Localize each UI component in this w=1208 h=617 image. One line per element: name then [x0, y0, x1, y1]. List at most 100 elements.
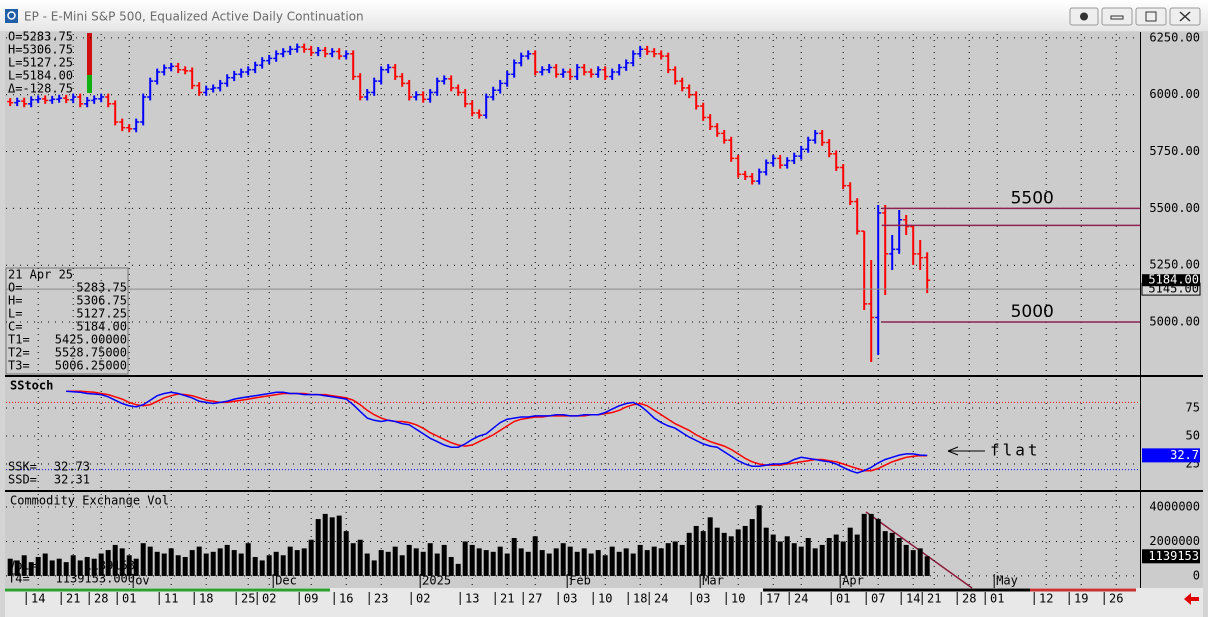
- info-key: T1=: [8, 333, 30, 347]
- volume-bar: [357, 539, 363, 576]
- volume-bar: [238, 553, 244, 576]
- y-tick-label: 5250.00: [1149, 258, 1200, 272]
- volume-bar: [511, 538, 517, 576]
- month-label: ov: [135, 574, 149, 588]
- volume-bar: [798, 546, 804, 576]
- volume-bar: [427, 543, 433, 576]
- volume-bar: [420, 551, 426, 576]
- x-tick-label: 14: [906, 592, 920, 606]
- x-tick-label: 02: [262, 592, 276, 606]
- volume-bar: [231, 550, 237, 576]
- volume-bar: [217, 548, 223, 576]
- volume-bar: [434, 553, 440, 576]
- header-line: L=5127.25: [8, 56, 73, 70]
- info-value: 5283.75: [76, 281, 127, 295]
- y-tick-label: 0: [1193, 568, 1200, 582]
- panel-title: SStoch: [10, 379, 53, 393]
- y-tick-label: 6000.00: [1149, 87, 1200, 101]
- scroll-arrow[interactable]: [1184, 593, 1199, 605]
- x-tick-label: 25: [241, 592, 255, 606]
- volume-bar: [546, 553, 552, 576]
- volume-bar: [350, 543, 356, 576]
- volume-bar: [826, 538, 832, 576]
- volume-bar: [448, 556, 454, 576]
- volume-bar: [322, 513, 328, 576]
- volume-bar: [14, 560, 20, 576]
- month-label: Apr: [842, 574, 864, 588]
- volume-bar: [301, 548, 307, 576]
- close-glyph: [1179, 11, 1191, 22]
- volume-bar: [42, 553, 48, 576]
- info-value: 5184.00: [76, 320, 127, 334]
- month-label: May: [996, 574, 1018, 588]
- level-label: 5500: [1011, 188, 1054, 208]
- info-value: 5127.25: [76, 307, 127, 321]
- volume-bar: [252, 556, 258, 576]
- volume-bar: [833, 534, 839, 576]
- volume-bar: [168, 548, 174, 576]
- volume-bar: [917, 548, 923, 576]
- volume-bar: [119, 548, 125, 576]
- volume-bar: [210, 551, 216, 576]
- x-tick-label: 02: [416, 592, 430, 606]
- x-tick-label: 21: [66, 592, 80, 606]
- volume-bar: [910, 550, 916, 576]
- x-tick-label: 18: [633, 592, 647, 606]
- header-line: Δ=-128.75: [8, 82, 73, 96]
- x-tick-label: 26: [1109, 592, 1123, 606]
- y-tick-label: 2000000: [1149, 534, 1200, 548]
- info-box: [5, 267, 129, 375]
- volume-bar: [700, 531, 706, 576]
- restore-button[interactable]: [1135, 7, 1167, 26]
- volume-bar: [882, 531, 888, 576]
- volume-bar: [469, 544, 475, 576]
- legend-value: 32.31: [54, 473, 90, 487]
- volume-bar: [581, 548, 587, 576]
- last-box: [1142, 274, 1200, 287]
- info-value: 5306.75: [76, 294, 127, 308]
- x-tick-label: 28: [94, 592, 108, 606]
- volume-bar: [126, 555, 132, 576]
- volume-bar: [147, 546, 153, 576]
- right-axis: [1141, 32, 1203, 588]
- volume-bar: [371, 560, 377, 576]
- volume-bar: [56, 558, 62, 576]
- current-box: [1142, 549, 1200, 564]
- volume-bar: [441, 544, 447, 576]
- legend-key: T4=: [8, 572, 30, 586]
- volume-bar: [98, 553, 104, 576]
- volume-bar: [847, 527, 853, 576]
- month-label: 2025: [422, 574, 451, 588]
- volume-bar: [924, 556, 930, 576]
- x-tick-label: 11: [164, 592, 178, 606]
- y-tick-label: 5000.00: [1149, 315, 1200, 329]
- x-tick-label: 28: [962, 592, 976, 606]
- volume-bar: [567, 546, 573, 576]
- volume-bar: [791, 543, 797, 576]
- annotation: flat: [990, 441, 1041, 460]
- volume-bar: [49, 560, 55, 576]
- volume-bar: [182, 556, 188, 576]
- x-tick-label: 10: [731, 592, 745, 606]
- volume-bar: [560, 543, 566, 576]
- month-label: Dec: [275, 574, 297, 588]
- bar-indicator: [87, 33, 92, 75]
- current-label: 1139153: [1148, 549, 1199, 563]
- volume-bar: [77, 560, 83, 576]
- x-tick-label: 14: [31, 592, 45, 606]
- volume-bar: [364, 553, 370, 576]
- x-tick-label: 12: [1039, 592, 1053, 606]
- volume-bar: [287, 546, 293, 576]
- x-tick-label: 27: [528, 592, 542, 606]
- volume-bar: [672, 541, 678, 576]
- current-box: [1142, 448, 1200, 463]
- volume-bar: [616, 551, 622, 576]
- x-tick-label: 21: [500, 592, 514, 606]
- volume-bar: [812, 548, 818, 576]
- volume-bar: [161, 553, 167, 576]
- volume-bar: [483, 550, 489, 576]
- volume-bar: [497, 546, 503, 576]
- volume-bar: [476, 548, 482, 576]
